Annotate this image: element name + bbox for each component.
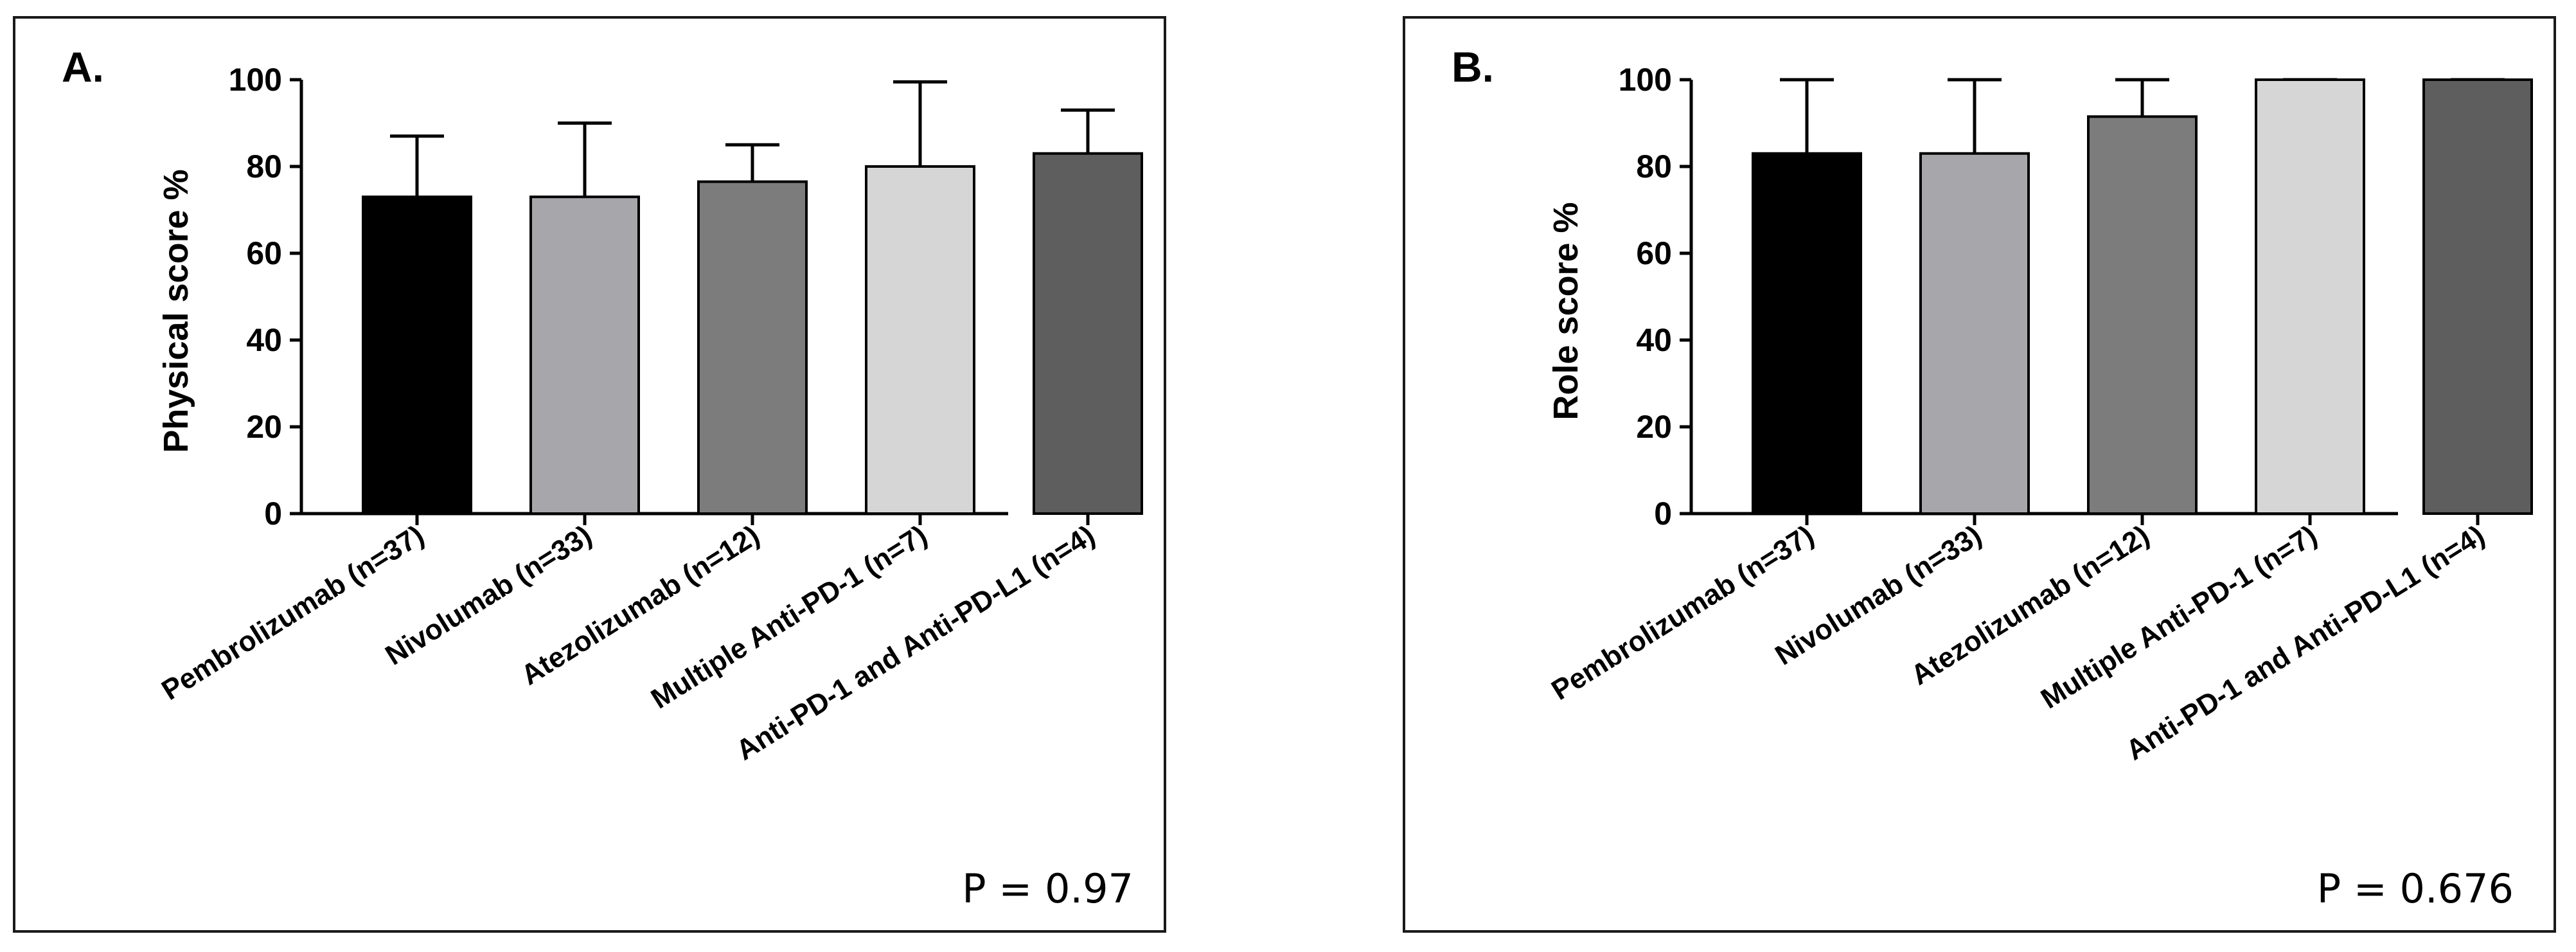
bar — [2422, 78, 2533, 515]
y-tick-label: 80 — [1636, 148, 1672, 184]
p-value-annotation: P = 0.97 — [962, 865, 1133, 912]
bar-chart-role-score: B. Role score % P = 0.676 0 20 40 60 80 100 Pe… — [1452, 43, 2533, 912]
y-tick-label: 0 — [1654, 496, 1672, 532]
chart-panel-a: A. Physical score % P = 0.97 0 20 40 60 80 10… — [13, 16, 1166, 933]
bar — [529, 195, 640, 515]
bar — [865, 165, 975, 515]
bar — [697, 180, 808, 515]
y-tick-label: 20 — [1636, 409, 1672, 445]
y-tick-label: 40 — [1636, 322, 1672, 358]
bar-chart-physical-score: A. Physical score % P = 0.97 0 20 40 60 80 10… — [62, 43, 1143, 912]
bar — [362, 195, 472, 515]
p-value-annotation: P = 0.676 — [2317, 865, 2514, 912]
chart-panel-b: B. Role score % P = 0.676 0 20 40 60 80 100 Pe… — [1403, 16, 2556, 933]
x-tick-label: Pembrolizumab (n=37) — [156, 519, 429, 706]
y-tick-label: 0 — [264, 496, 282, 532]
y-tick-label: 20 — [246, 409, 282, 445]
y-tick-label: 100 — [229, 62, 282, 98]
panel-label: A. — [62, 43, 104, 91]
y-axis-label: Role score % — [1547, 202, 1585, 420]
bar — [2255, 78, 2365, 515]
bar — [1919, 152, 2030, 515]
x-tick-label: Pembrolizumab (n=37) — [1546, 519, 1819, 706]
y-tick-label: 60 — [1636, 235, 1672, 271]
bar — [1752, 152, 1862, 515]
x-tick-label: Multiple Anti-PD-1 (n=7) — [2036, 519, 2322, 715]
y-tick-label: 80 — [246, 148, 282, 184]
y-axis-label: Physical score % — [157, 169, 195, 453]
y-tick-label: 60 — [246, 235, 282, 271]
bar — [1033, 152, 1143, 515]
y-tick-label: 40 — [246, 322, 282, 358]
bar — [2087, 115, 2198, 515]
x-tick-label: Multiple Anti-PD-1 (n=7) — [646, 519, 932, 715]
panel-label: B. — [1452, 43, 1494, 91]
y-tick-label: 100 — [1619, 62, 1672, 98]
